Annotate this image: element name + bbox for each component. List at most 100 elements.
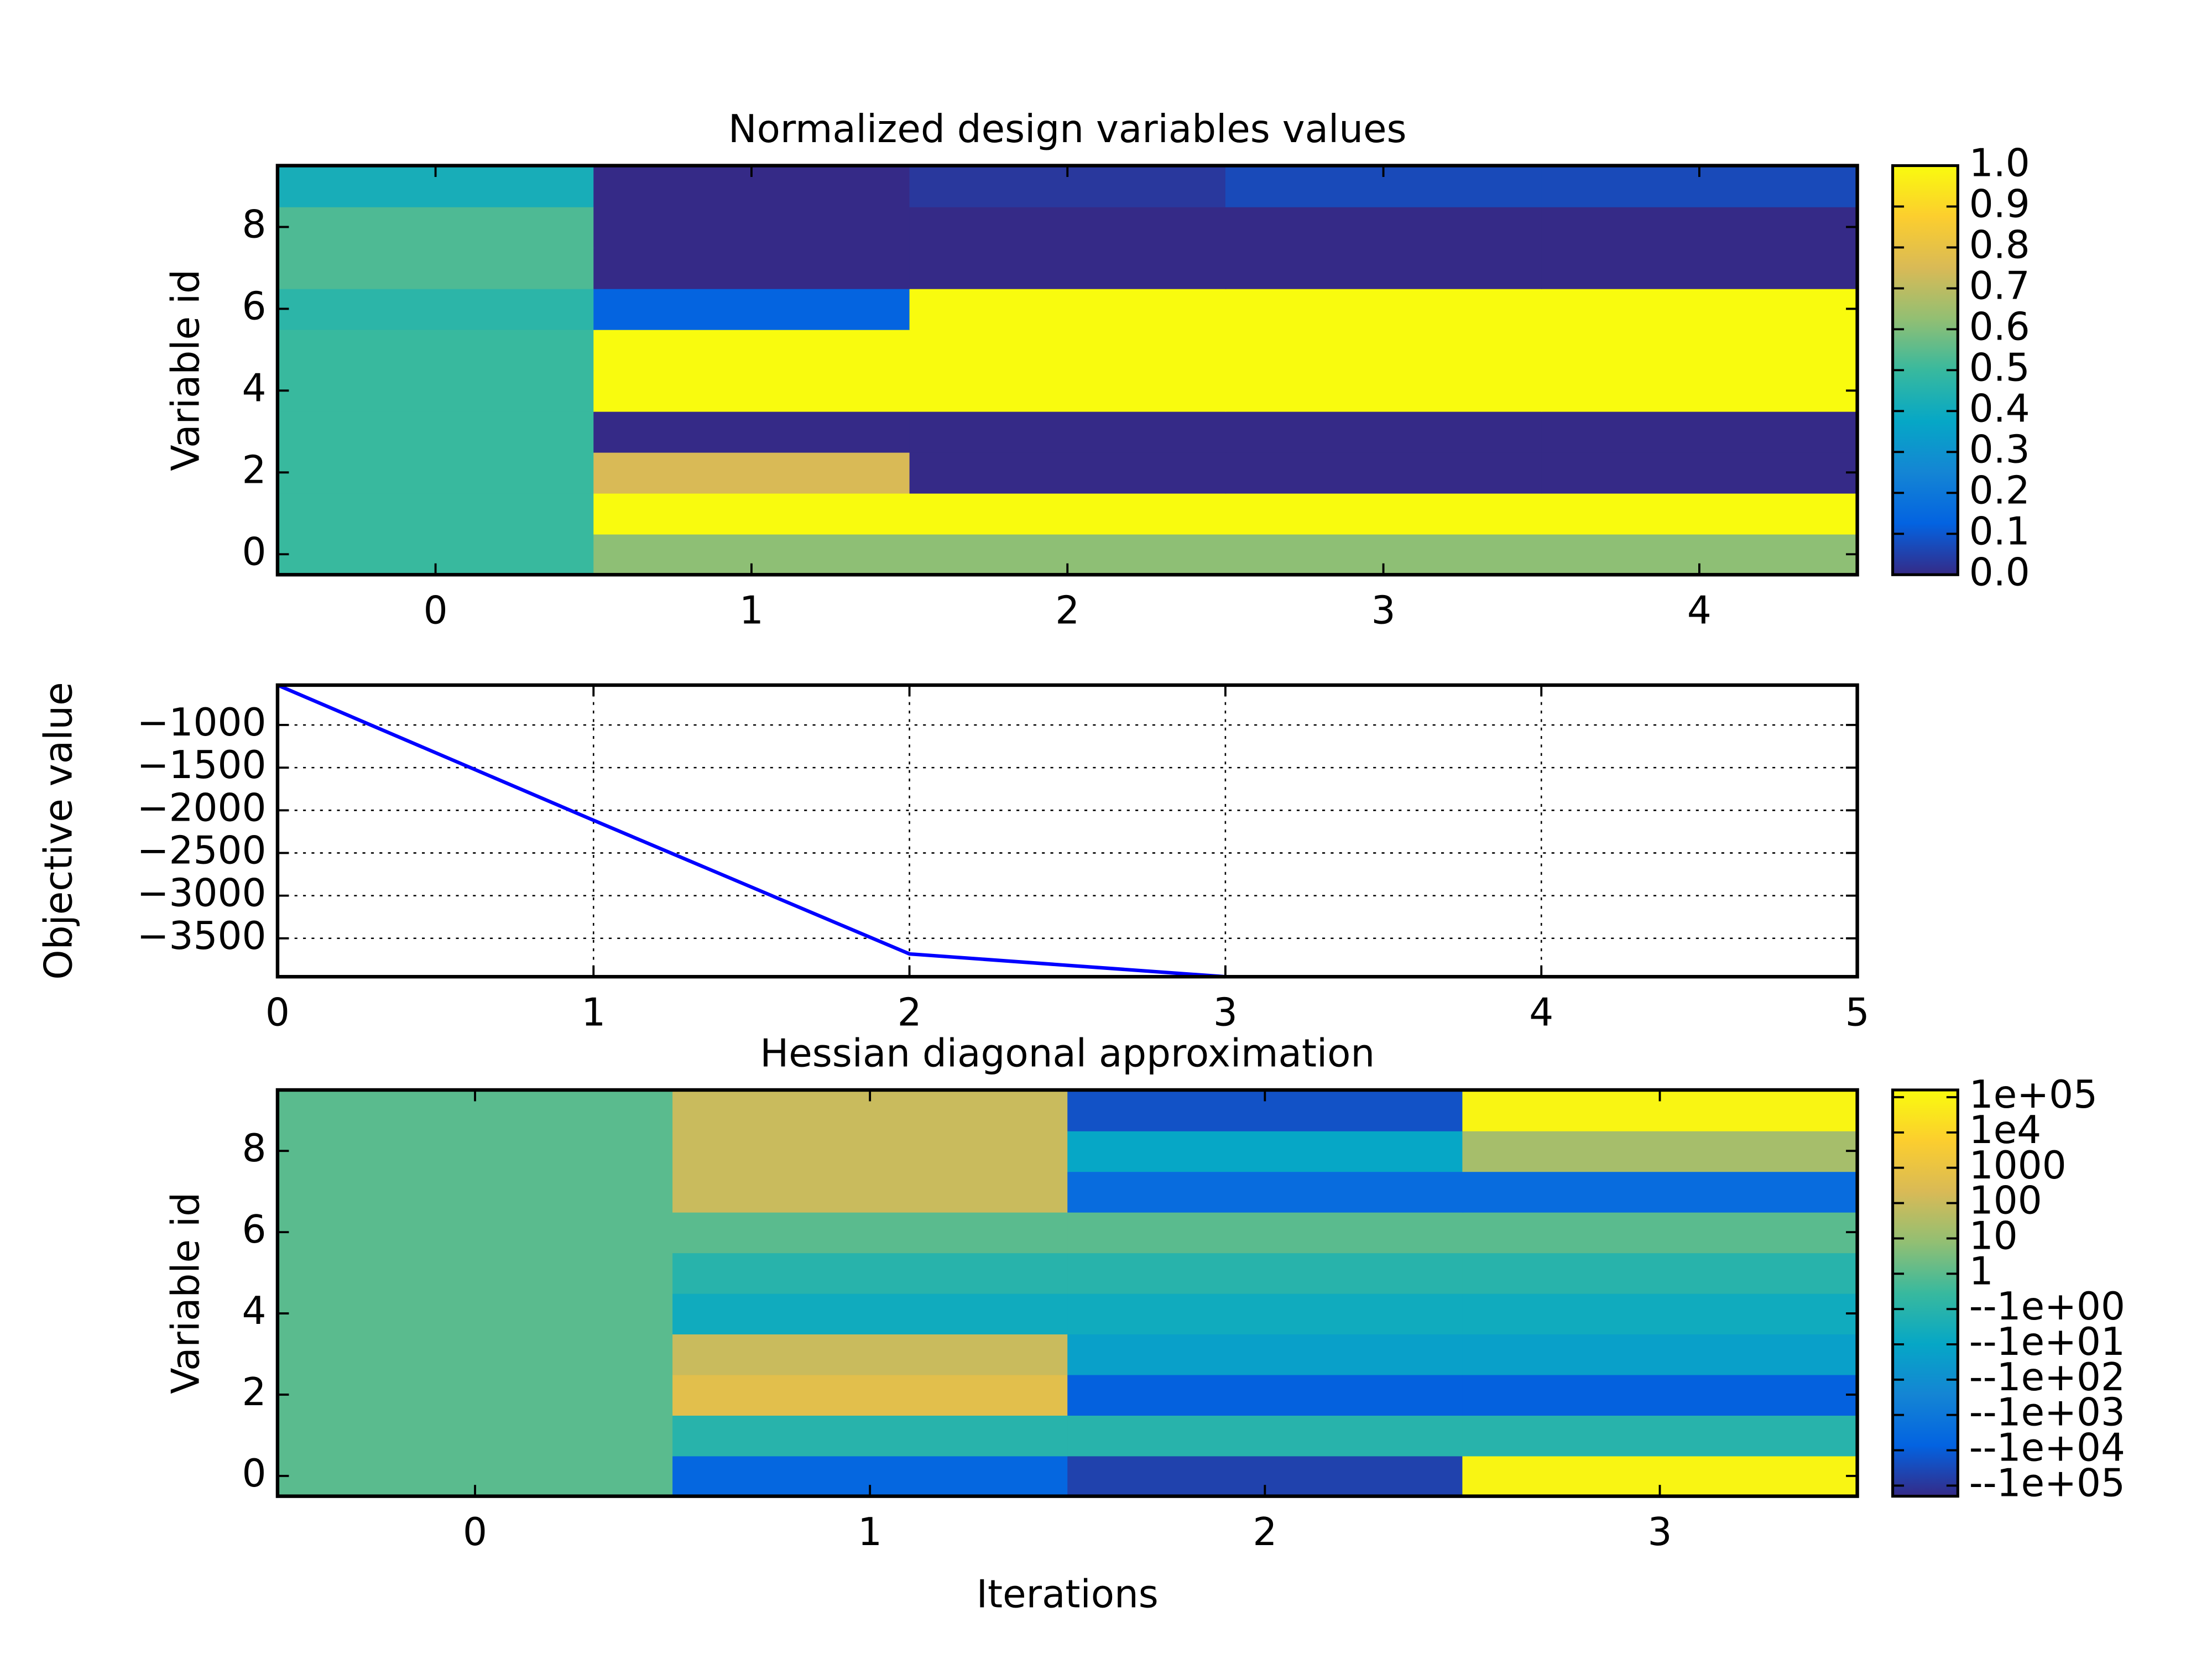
heatmap-cell	[1541, 411, 1858, 453]
heatmap-cell	[672, 1252, 1068, 1294]
heatmap-cell	[672, 1333, 1068, 1375]
heatmap-cell	[277, 1130, 674, 1172]
colorbar-tick-label: --1e+05	[1969, 1461, 2125, 1505]
heatmap-cell	[909, 493, 1227, 535]
heatmap-cell	[909, 411, 1227, 453]
x-tick-label: 0	[463, 1510, 487, 1554]
x-axis-label: Iterations	[977, 1572, 1159, 1616]
colorbar-tick-label: --1e+04	[1969, 1426, 2125, 1470]
heatmap-cell	[1225, 493, 1542, 535]
colorbar-tick-label: --1e+03	[1969, 1391, 2125, 1435]
x-tick-label: 4	[1687, 588, 1712, 633]
heatmap-cell	[277, 247, 594, 289]
colorbar-tick-label: 1000	[1969, 1144, 2067, 1188]
x-tick-label: 0	[424, 588, 448, 633]
heatmap-cell	[1541, 493, 1858, 535]
heatmap-cell	[672, 1415, 1068, 1457]
y-tick-label: 4	[242, 1289, 266, 1333]
heatmap-cell	[909, 288, 1227, 330]
x-tick-label: 1	[858, 1510, 882, 1554]
heatmap-cell	[277, 1252, 674, 1294]
heatmap-cell	[593, 329, 910, 371]
heatmap-cell	[277, 370, 594, 412]
colorbar-tick-label: 0.2	[1969, 468, 2030, 513]
colorbar-tick-label: 0.8	[1969, 223, 2030, 267]
heatmap-cell	[1067, 1212, 1463, 1254]
heatmap-cell	[1225, 370, 1542, 412]
y-axis-label: Variable id	[164, 269, 208, 471]
x-tick-label: 4	[1529, 990, 1553, 1035]
x-tick-label: 1	[581, 990, 606, 1035]
heatmap-cell	[277, 411, 594, 453]
colorbar-tick-label: 1	[1969, 1249, 1994, 1293]
y-tick-label: 6	[242, 1208, 266, 1252]
heatmap-cell	[1541, 370, 1858, 412]
y-tick-label: −2500	[137, 828, 267, 873]
x-tick-label: 2	[1055, 588, 1079, 633]
heatmap-cell	[1225, 247, 1542, 289]
heatmap-cell	[1541, 452, 1858, 494]
y-tick-label: −1000	[137, 701, 267, 745]
y-tick-label: 0	[242, 530, 266, 574]
axes-frame	[275, 1088, 1859, 1498]
y-tick-label: −3500	[137, 914, 267, 958]
colorbar-tick-label: 0.9	[1969, 182, 2030, 226]
heatmap-cell	[1541, 247, 1858, 289]
y-axis-label: Objective value	[36, 682, 81, 979]
y-tick-label: −3000	[137, 872, 267, 916]
x-tick-label: 0	[265, 990, 290, 1035]
y-tick-label: 2	[242, 448, 266, 492]
colorbar-tick-label: 0.5	[1969, 346, 2030, 390]
heatmap-cell	[1462, 1212, 1858, 1254]
colorbar-tick-label: 0.7	[1969, 264, 2030, 308]
x-tick-label: 3	[1213, 990, 1238, 1035]
heatmap-cell	[672, 1130, 1068, 1172]
colorbar-tick-label: 1e4	[1969, 1108, 2041, 1152]
heatmap-cell	[909, 206, 1227, 248]
heatmap-cell	[277, 1293, 674, 1335]
heatmap-cell	[277, 1415, 674, 1457]
y-tick-label: −2000	[137, 786, 267, 830]
heatmap-cell	[1225, 206, 1542, 248]
heatmap-cell	[909, 329, 1227, 371]
heatmap-cell	[277, 1212, 674, 1254]
y-tick-label: 0	[242, 1452, 266, 1496]
heatmap-cell	[909, 247, 1227, 289]
colorbar	[1891, 1088, 1959, 1498]
heatmap-cell	[277, 1171, 674, 1213]
heatmap-cell	[1462, 1415, 1858, 1457]
heatmap-cell	[593, 206, 910, 248]
heatmap-cell	[1462, 1130, 1858, 1172]
heatmap-cell	[593, 411, 910, 453]
heatmap-cell	[909, 370, 1227, 412]
heatmap-cell	[277, 206, 594, 248]
heatmap-cell	[593, 247, 910, 289]
heatmap-cell	[1067, 1415, 1463, 1457]
y-tick-label: −1500	[137, 743, 267, 787]
y-axis-label: Variable id	[164, 1192, 208, 1394]
heatmap-cell	[1462, 1333, 1858, 1375]
heatmap-cell	[277, 1333, 674, 1375]
heatmap-cell	[1462, 1171, 1858, 1213]
axes-frame	[275, 683, 1859, 979]
data-line	[276, 683, 1226, 979]
heatmap-cell	[1462, 1293, 1858, 1335]
colorbar-tick-label: 0.3	[1969, 427, 2030, 472]
colorbar-tick-label: 0.4	[1969, 387, 2030, 431]
heatmap-cell	[909, 452, 1227, 494]
x-tick-label: 1	[739, 588, 764, 633]
heatmap-cell	[1462, 1252, 1858, 1294]
heatmap-cell	[277, 452, 594, 494]
heatmap-cell	[1541, 288, 1858, 330]
colorbar-tick-label: --1e+00	[1969, 1285, 2125, 1329]
heatmap-cell	[1067, 1171, 1463, 1213]
heatmap-cell	[672, 1293, 1068, 1335]
x-tick-label: 3	[1371, 588, 1396, 633]
heatmap-cell	[593, 452, 910, 494]
colorbar-tick-label: 0.1	[1969, 509, 2030, 554]
heatmap-cell	[277, 288, 594, 330]
y-tick-label: 4	[242, 366, 266, 410]
heatmap-cell	[1462, 1374, 1858, 1416]
x-tick-label: 3	[1648, 1510, 1672, 1554]
heatmap-cell	[1067, 1333, 1463, 1375]
